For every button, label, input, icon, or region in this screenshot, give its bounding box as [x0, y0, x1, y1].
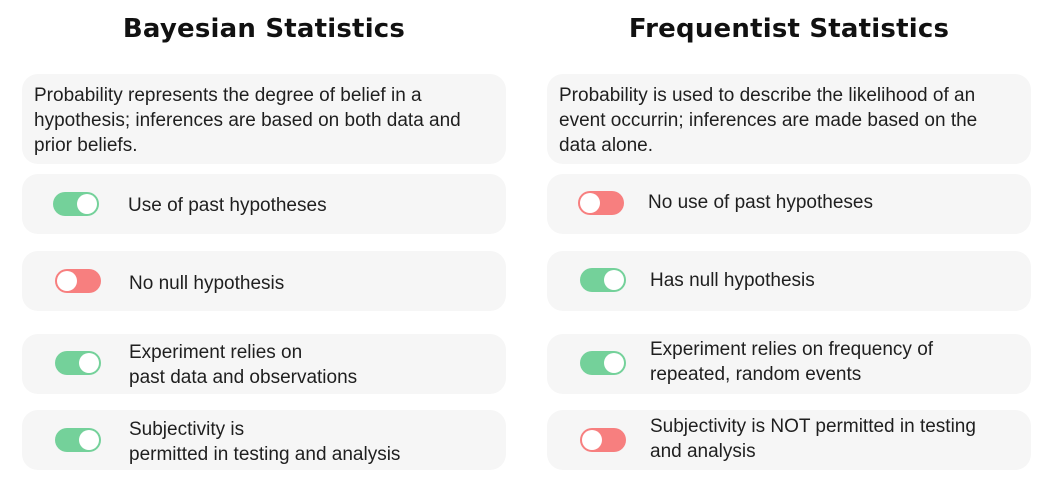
frequentist-description-card: Probability is used to describe the like…: [547, 74, 1031, 164]
bayesian-description-card: Probability represents the degree of bel…: [22, 74, 506, 164]
frequentist-row-past-hypotheses: No use of past hypotheses: [547, 174, 1031, 234]
row-label-line: Subjectivity is: [129, 419, 245, 440]
toggle-knob: [582, 430, 602, 450]
row-label-line: repeated, random events: [650, 364, 862, 385]
frequentist-row-label: Has null hypothesis: [650, 268, 815, 293]
toggle-knob: [77, 194, 97, 214]
row-label-line: No null hypothesis: [129, 273, 285, 294]
frequentist-row-null-hypothesis: Has null hypothesis: [547, 251, 1031, 311]
row-label-line: Use of past hypotheses: [128, 195, 327, 216]
frequentist-row-subjectivity: Subjectivity is NOT permitted in testing…: [547, 410, 1031, 470]
bayesian-null-hypothesis-toggle[interactable]: [55, 269, 101, 293]
row-label-line: No use of past hypotheses: [648, 192, 873, 213]
frequentist-row-label: No use of past hypotheses: [648, 190, 873, 215]
frequentist-null-hypothesis-toggle[interactable]: [580, 268, 626, 292]
toggle-knob: [79, 430, 99, 450]
frequentist-experiment-toggle[interactable]: [580, 351, 626, 375]
frequentist-subjectivity-toggle[interactable]: [580, 428, 626, 452]
toggle-knob: [57, 271, 77, 291]
frequentist-past-hypotheses-toggle[interactable]: [578, 191, 624, 215]
bayesian-row-label: Experiment relies on past data and obser…: [129, 340, 357, 390]
bayesian-row-label: Use of past hypotheses: [128, 193, 327, 218]
row-label-line: Has null hypothesis: [650, 270, 815, 291]
bayesian-row-experiment: Experiment relies on past data and obser…: [22, 334, 506, 394]
row-label-line: and analysis: [650, 441, 756, 462]
toggle-knob: [580, 193, 600, 213]
bayesian-experiment-toggle[interactable]: [55, 351, 101, 375]
row-label-line: Experiment relies on frequency of: [650, 339, 934, 360]
bayesian-past-hypotheses-toggle[interactable]: [53, 192, 99, 216]
bayesian-title: Bayesian Statistics: [122, 14, 406, 44]
row-label-line: Experiment relies on: [129, 342, 303, 363]
row-label-line: Subjectivity is NOT permitted in testing: [650, 416, 976, 437]
frequentist-row-label: Subjectivity is NOT permitted in testing…: [650, 414, 976, 464]
frequentist-title: Frequentist Statistics: [628, 14, 950, 44]
row-label-line: permitted in testing and analysis: [129, 444, 401, 465]
bayesian-row-subjectivity: Subjectivity is permitted in testing and…: [22, 410, 506, 470]
bayesian-row-label: No null hypothesis: [129, 271, 284, 296]
bayesian-row-past-hypotheses: Use of past hypotheses: [22, 174, 506, 234]
toggle-knob: [79, 353, 99, 373]
frequentist-row-label: Experiment relies on frequency of repeat…: [650, 337, 933, 387]
bayesian-subjectivity-toggle[interactable]: [55, 428, 101, 452]
frequentist-row-experiment: Experiment relies on frequency of repeat…: [547, 334, 1031, 394]
toggle-knob: [604, 270, 624, 290]
bayesian-description: Probability represents the degree of bel…: [34, 85, 461, 156]
frequentist-description: Probability is used to describe the like…: [559, 85, 978, 156]
toggle-knob: [604, 353, 624, 373]
bayesian-row-label: Subjectivity is permitted in testing and…: [129, 417, 400, 467]
bayesian-row-null-hypothesis: No null hypothesis: [22, 251, 506, 311]
row-label-line: past data and observations: [129, 367, 358, 388]
